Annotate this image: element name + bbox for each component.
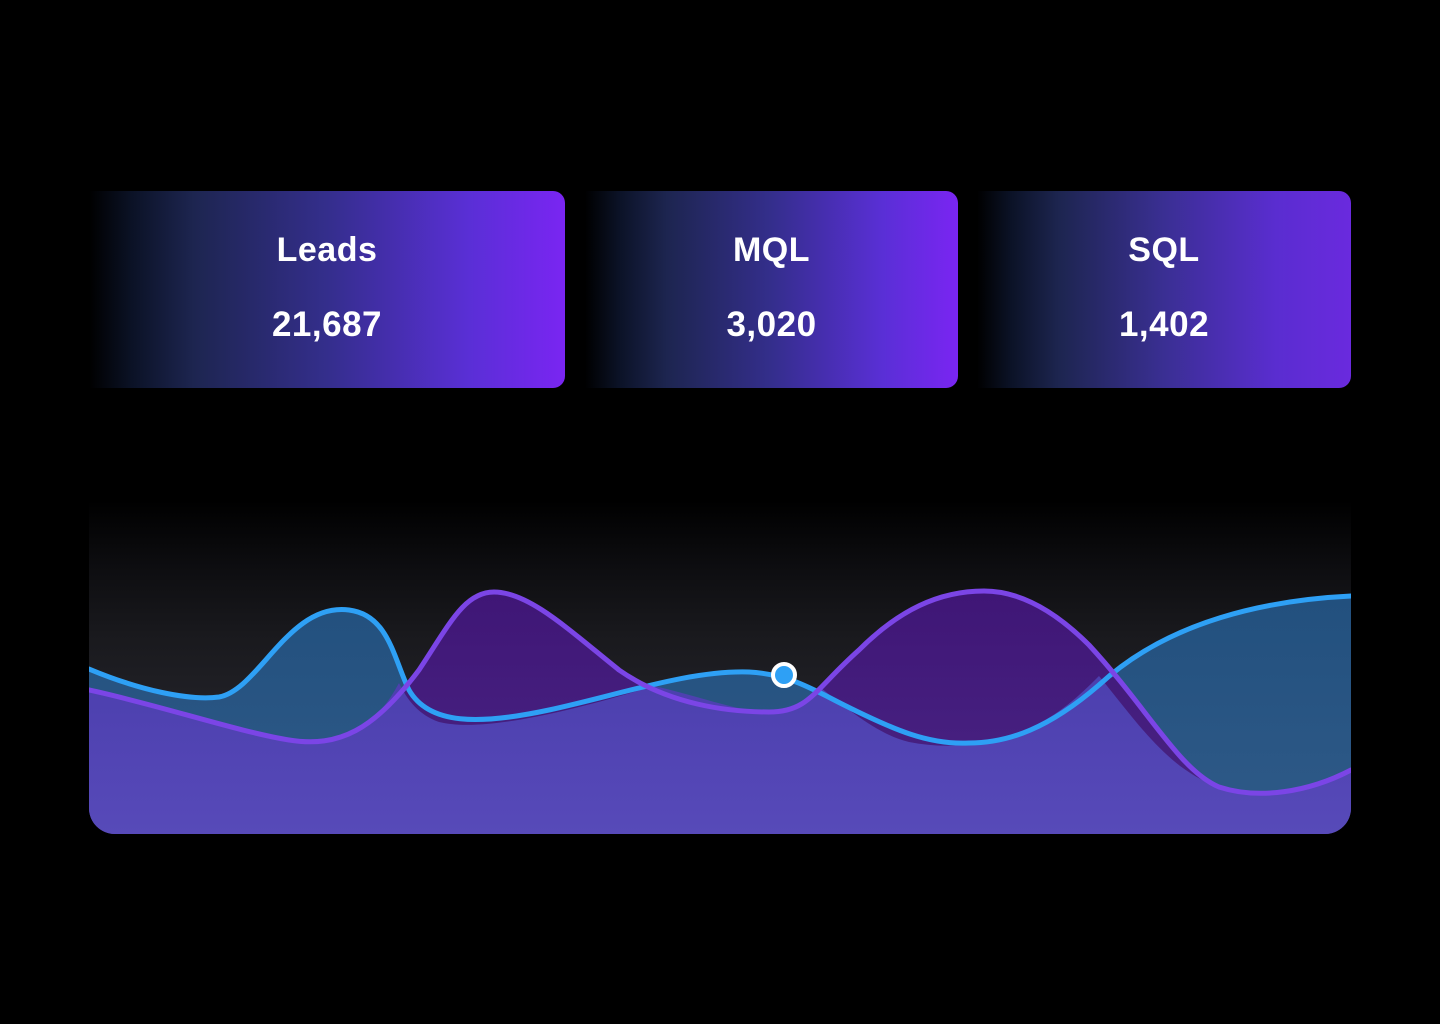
stat-card-mql: MQL 3,020 — [585, 191, 958, 388]
stat-value: 21,687 — [271, 305, 383, 344]
stat-label: SQL — [1128, 231, 1200, 269]
trend-chart — [89, 500, 1351, 834]
highlight-point[interactable] — [771, 662, 797, 688]
stat-card-sql: SQL 1,402 — [977, 191, 1351, 388]
series-a-line — [89, 593, 1351, 746]
series-b-line — [89, 588, 1351, 796]
stat-label: MQL — [732, 231, 811, 269]
trend-chart-svg — [89, 588, 1351, 834]
lower-area — [89, 676, 1351, 834]
stat-card-leads: Leads 21,687 — [89, 191, 565, 388]
stat-value: 3,020 — [726, 305, 817, 344]
stat-value: 1,402 — [1118, 305, 1210, 344]
stat-label: Leads — [276, 231, 378, 269]
